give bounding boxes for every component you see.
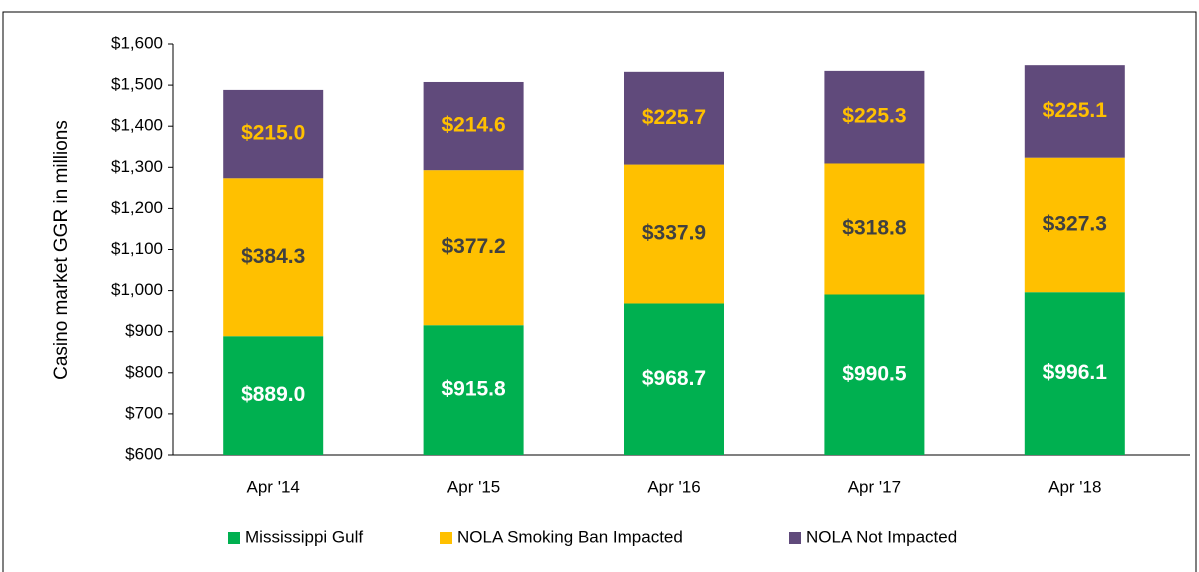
- y-tick-label: $1,400: [111, 116, 163, 135]
- bar-segment: [824, 294, 925, 455]
- value-label: $225.7: [642, 106, 706, 129]
- bar-segment: [423, 170, 524, 326]
- y-tick-label: $1,200: [111, 198, 163, 217]
- value-label: $377.2: [441, 235, 505, 258]
- bar-segment: [1024, 157, 1125, 293]
- value-label: $990.5: [842, 362, 907, 385]
- bar-segment: [824, 163, 925, 295]
- legend-swatch: [440, 532, 452, 544]
- y-tick-label: $1,600: [111, 33, 163, 52]
- value-label: $968.7: [642, 367, 706, 390]
- y-tick-label: $900: [125, 321, 163, 340]
- bar-segment: [624, 71, 724, 165]
- y-axis-label: Casino market GGR in millions: [51, 120, 72, 380]
- x-tick-label: Apr '16: [647, 477, 700, 496]
- x-tick-label: Apr '14: [247, 477, 300, 496]
- y-tick-label: $1,000: [111, 280, 163, 299]
- y-tick-label: $700: [125, 403, 163, 422]
- legend-label: Mississippi Gulf: [245, 527, 363, 546]
- bar-segment: [1024, 292, 1125, 455]
- x-tick-label: Apr '17: [848, 477, 901, 496]
- value-label: $384.3: [241, 245, 305, 268]
- value-label: $996.1: [1043, 361, 1108, 384]
- bar-segment: [223, 89, 324, 179]
- bar-segment: [1024, 65, 1125, 158]
- x-tick-label: Apr '18: [1048, 477, 1101, 496]
- legend-label: NOLA Smoking Ban Impacted: [457, 527, 683, 546]
- legend-swatch: [789, 532, 801, 544]
- value-label: $337.9: [642, 222, 706, 245]
- value-label: $214.6: [441, 114, 505, 137]
- y-tick-label: $600: [125, 444, 163, 463]
- bar-segment: [423, 81, 524, 171]
- legend-label: NOLA Not Impacted: [806, 527, 957, 546]
- value-label: $225.1: [1043, 99, 1108, 122]
- x-tick-label: Apr '15: [447, 477, 500, 496]
- y-tick-label: $800: [125, 362, 163, 381]
- y-tick-label: $1,500: [111, 75, 163, 94]
- value-label: $915.8: [441, 378, 506, 401]
- value-label: $225.3: [842, 105, 906, 128]
- value-label: $215.0: [241, 122, 305, 145]
- frame: [2, 11, 1197, 572]
- value-label: $318.8: [842, 217, 907, 240]
- y-tick-label: $1,300: [111, 157, 163, 176]
- bar-segment: [624, 303, 724, 455]
- bar-segment: [423, 325, 524, 455]
- bar-segment: [824, 70, 925, 164]
- bar-segment: [223, 178, 324, 337]
- bar-segment: [624, 164, 724, 304]
- value-label: $889.0: [241, 383, 305, 406]
- legend-swatch: [228, 532, 240, 544]
- y-tick-label: $1,100: [111, 239, 163, 258]
- bar-segment: [223, 336, 324, 455]
- value-label: $327.3: [1043, 212, 1107, 235]
